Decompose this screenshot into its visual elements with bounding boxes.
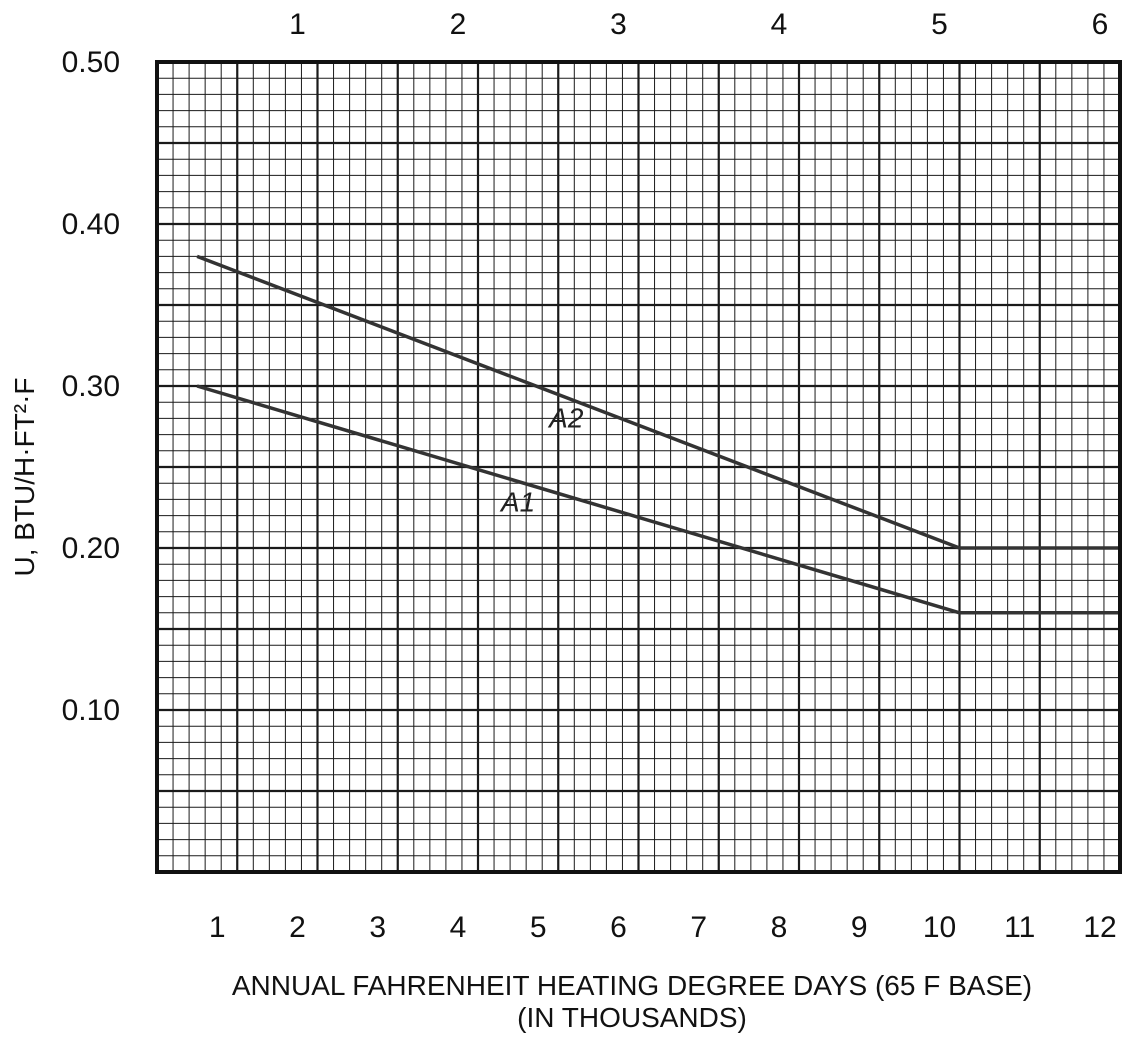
y-tick-label: 0.20 — [62, 532, 120, 565]
series-lines — [196, 254, 1120, 615]
y-tick-label: 0.30 — [62, 370, 120, 403]
series-label-a2: A2 — [547, 403, 584, 434]
series-line-a1 — [196, 384, 1120, 615]
top-tick-label: 3 — [610, 8, 627, 41]
x-tick-label: 11 — [1004, 911, 1035, 944]
grid — [157, 62, 1120, 872]
y-tick-label: 0.50 — [62, 46, 120, 79]
y-tick-labels: 0.10 0.20 0.30 0.40 0.50 — [62, 46, 120, 727]
x-axis-title: ANNUAL FAHRENHEIT HEATING DEGREE DAYS (6… — [232, 970, 1032, 1001]
x-tick-label: 9 — [851, 911, 868, 944]
x-tick-label: 2 — [289, 911, 306, 944]
x-tick-label: 1 — [209, 911, 226, 944]
top-tick-label: 2 — [450, 8, 467, 41]
series-line-a2 — [196, 254, 1120, 550]
top-tick-label: 5 — [931, 8, 948, 41]
x-tick-label: 12 — [1083, 911, 1116, 944]
series-label-a1: A1 — [499, 486, 535, 517]
top-tick-label: 6 — [1092, 8, 1109, 41]
top-tick-labels: 1 2 3 4 5 6 — [289, 8, 1108, 41]
top-tick-label: 4 — [771, 8, 788, 41]
y-tick-label: 0.40 — [62, 208, 120, 241]
x-tick-labels: 1 2 3 4 5 6 7 8 9 10 11 12 — [209, 911, 1117, 944]
plot-frame — [155, 60, 1122, 874]
x-tick-label: 10 — [923, 911, 956, 944]
x-axis-subtitle: (IN THOUSANDS) — [517, 1002, 747, 1033]
x-tick-label: 6 — [610, 911, 627, 944]
y-axis-title: U, BTU/H·FT²·F — [9, 377, 40, 576]
x-tick-label: 4 — [450, 911, 467, 944]
top-tick-label: 1 — [289, 8, 306, 41]
y-tick-label: 0.10 — [62, 694, 120, 727]
x-tick-label: 7 — [690, 911, 707, 944]
x-tick-label: 8 — [771, 911, 788, 944]
x-tick-label: 5 — [530, 911, 547, 944]
series-labels: A2 A1 — [499, 403, 584, 518]
x-tick-label: 3 — [369, 911, 386, 944]
